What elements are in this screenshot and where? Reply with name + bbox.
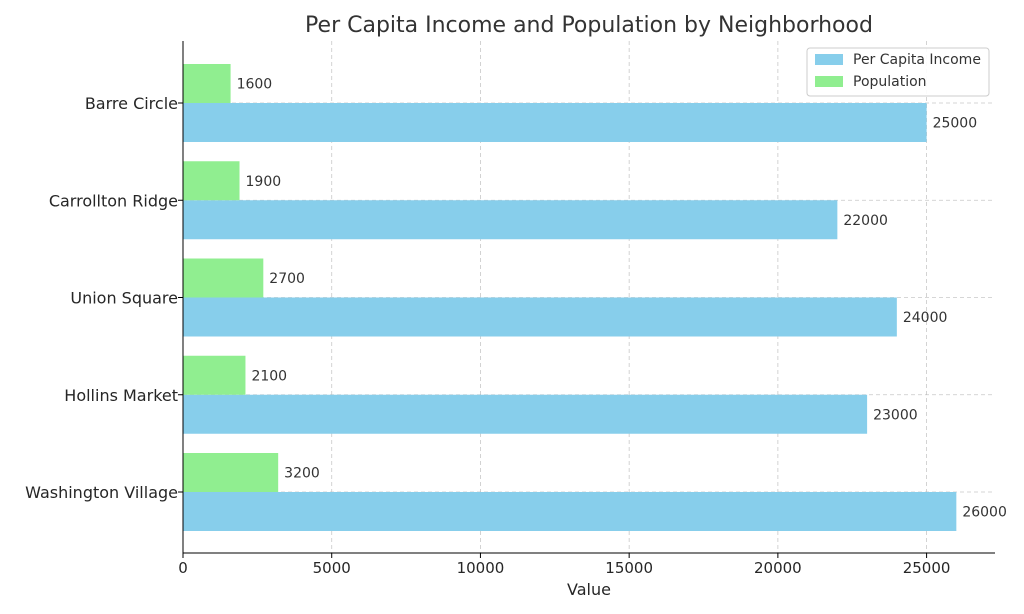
income-bar-4 [183, 492, 957, 531]
population-data-label-2: 2700 [269, 271, 305, 287]
x-tick-label-0: 0 [178, 559, 188, 577]
income-bar-0 [183, 103, 927, 142]
income-bar-2 [183, 297, 897, 337]
population-data-label-4: 3200 [284, 466, 320, 482]
x-axis-label: Value [567, 580, 611, 599]
legend-label-0: Per Capita Income [853, 52, 981, 68]
population-bar-2 [183, 258, 264, 298]
income-data-label-0: 25000 [933, 116, 978, 132]
x-ticks: 0 5000 10000 15000 20000 25000 [178, 553, 950, 577]
x-tick-label-2: 10000 [457, 559, 505, 577]
legend: Per Capita Income Population [806, 47, 990, 97]
population-bar-4 [183, 453, 279, 492]
category-label-1: Carrollton Ridge [49, 191, 178, 210]
income-data-label-3: 23000 [873, 407, 918, 423]
population-data-label-1: 1900 [246, 174, 282, 190]
legend-swatch-0 [815, 54, 843, 65]
income-data-label-2: 24000 [903, 310, 948, 326]
income-bar-3 [183, 394, 868, 434]
population-data-label-3: 2100 [251, 368, 287, 384]
income-bar-1 [183, 200, 838, 240]
x-tick-label-3: 15000 [605, 559, 653, 577]
bars [183, 64, 957, 531]
x-tick-label-1: 5000 [313, 559, 351, 577]
category-label-3: Hollins Market [64, 386, 178, 405]
category-label-4: Washington Village [25, 483, 178, 502]
population-bar-1 [183, 161, 240, 201]
population-bar-0 [183, 64, 231, 103]
x-tick-label-5: 25000 [903, 559, 951, 577]
data-labels: 25000 1600 22000 1900 24000 2700 23000 2100 2600… [237, 77, 1007, 521]
x-tick-label-4: 20000 [754, 559, 802, 577]
category-label-0: Barre Circle [85, 94, 178, 113]
population-data-label-0: 1600 [237, 77, 273, 93]
legend-box [806, 47, 990, 97]
category-label-2: Union Square [70, 289, 178, 308]
legend-label-1: Population [853, 74, 927, 90]
chart-title: Per Capita Income and Population by Neig… [305, 13, 873, 38]
category-labels: Barre Circle Carrollton Ridge Union Square… [25, 94, 183, 502]
legend-swatch-1 [815, 76, 843, 87]
income-data-label-4: 26000 [962, 505, 1007, 521]
population-bar-3 [183, 355, 246, 395]
income-data-label-1: 22000 [843, 213, 888, 229]
